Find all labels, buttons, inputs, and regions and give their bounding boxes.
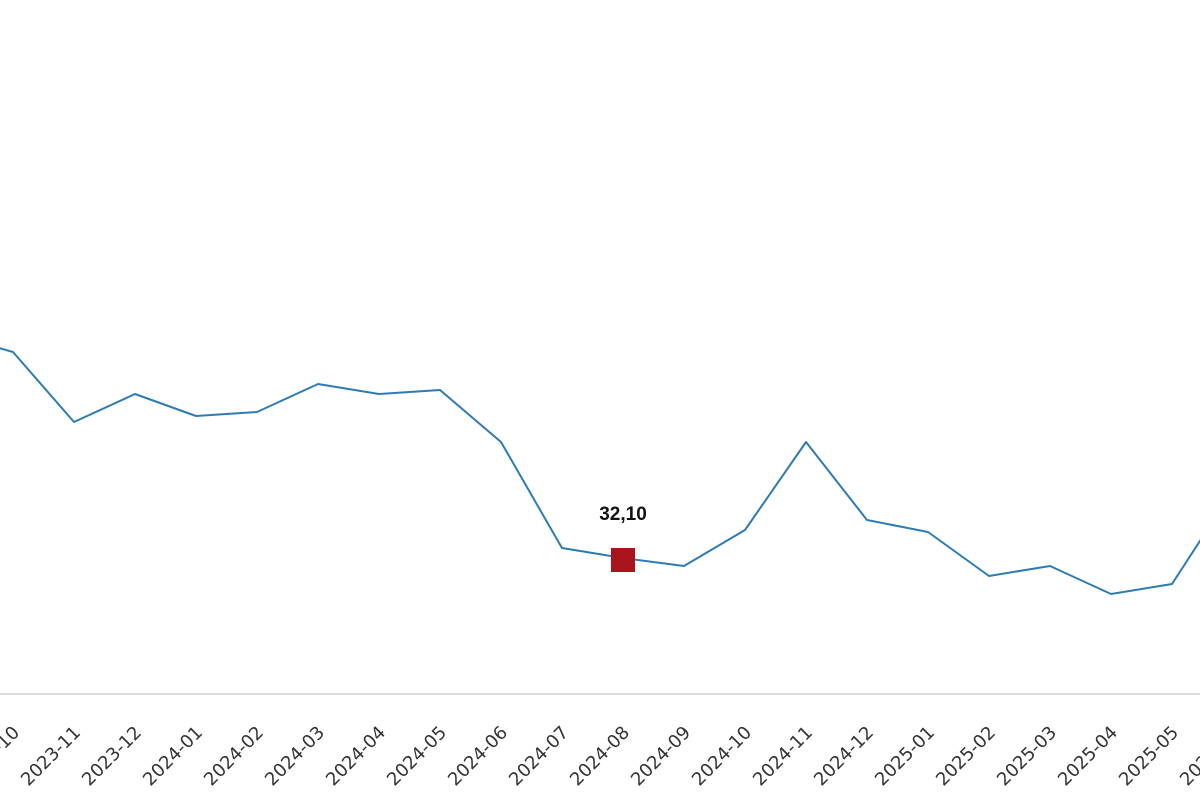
x-tick-label: 2024-07	[505, 722, 573, 790]
x-tick-label: 2025-01	[871, 722, 939, 790]
x-tick-label: 2025-03	[993, 722, 1061, 790]
x-tick-label: 2024-10	[688, 722, 756, 790]
x-tick-label: 2024-08	[566, 722, 634, 790]
highlight-layer: 32,10	[599, 504, 647, 572]
x-tick-label: 2024-12	[810, 722, 878, 790]
x-tick-label: 2024-11	[749, 722, 817, 790]
series-layer	[0, 347, 1200, 595]
x-tick-label: 2025-04	[1054, 722, 1122, 790]
x-tick-label: 2024-02	[200, 722, 268, 790]
x-tick-label: 2024-06	[444, 722, 512, 790]
x-tick-label: 2024-03	[261, 722, 329, 790]
x-tick-label: 2024-09	[627, 722, 695, 790]
x-tick-label: 2025-05	[1115, 722, 1183, 790]
x-tick-labels: 2023-102023-112023-122024-012024-022024-…	[0, 722, 1200, 790]
x-tick-label: 2024-05	[383, 722, 451, 790]
x-tick-label: 2025-06	[1176, 722, 1200, 790]
x-tick-label: 2024-01	[139, 722, 207, 790]
x-tick-label: 2023-11	[17, 722, 85, 790]
x-tick-label: 2024-04	[322, 722, 390, 790]
x-tick-label: 2023-12	[78, 722, 146, 790]
series-line-0	[0, 347, 1200, 595]
highlight-data-label: 32,10	[599, 504, 647, 525]
x-tick-label: 2025-02	[932, 722, 1000, 790]
highlight-marker	[611, 548, 635, 572]
